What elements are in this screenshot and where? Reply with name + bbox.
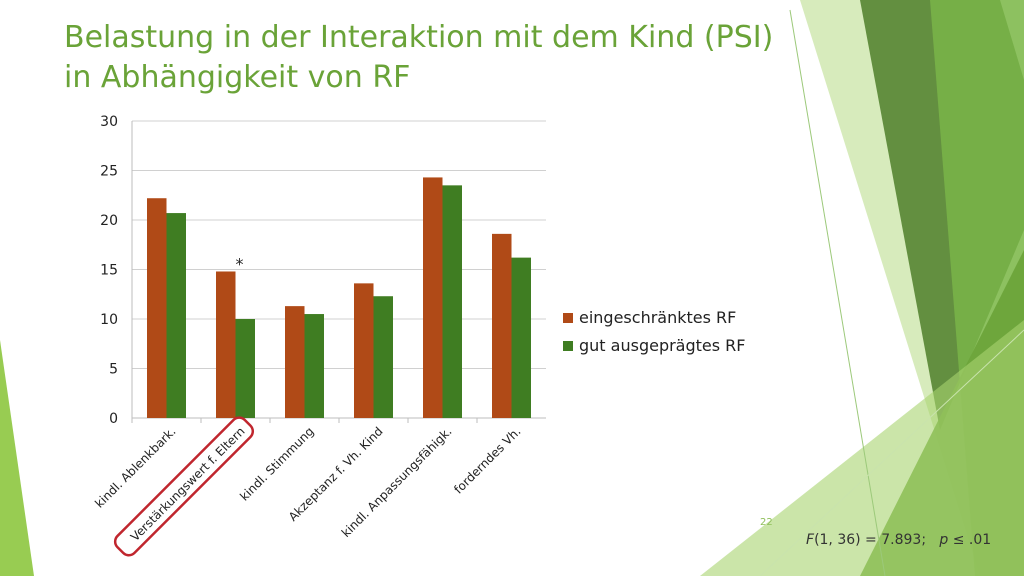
bar-gut-ausgepraegtes-rf: [442, 185, 462, 418]
left-green-wedge: [0, 340, 34, 576]
bar-gut-ausgepraegtes-rf: [511, 257, 531, 418]
f-statistic: (1, 36) = 7.893;: [814, 532, 927, 548]
bottom-right-light-triangle: [700, 320, 1024, 576]
bar-eingeschraenktes-rf: [147, 198, 167, 418]
bar-eingeschraenktes-rf: [216, 271, 236, 418]
significance-annotation: *: [236, 254, 244, 273]
bar-gut-ausgepraegtes-rf: [235, 319, 255, 418]
legend-label: gut ausgeprägtes RF: [579, 336, 746, 355]
highlight-box: [113, 416, 255, 557]
slide-title: Belastung in der Interaktion mit dem Kin…: [64, 18, 804, 98]
f-symbol: F: [806, 532, 815, 548]
y-tick-label: 20: [100, 213, 118, 229]
statistics-result: F(1, 36) = 7.893; p ≤ .01: [806, 532, 991, 548]
x-category-label: Verstärkungswert f. Eltern: [128, 424, 248, 544]
y-tick-label: 30: [100, 114, 118, 130]
legend-label: eingeschränktes RF: [579, 308, 736, 327]
bar-eingeschraenktes-rf: [285, 306, 305, 418]
y-tick-label: 15: [100, 263, 118, 279]
y-tick-label: 10: [100, 312, 118, 328]
y-tick-label: 25: [100, 164, 118, 180]
y-tick-label: 5: [109, 362, 118, 378]
bar-gut-ausgepraegtes-rf: [373, 296, 393, 418]
x-category-label: kindl. Anpassungsfähigk.: [339, 424, 455, 540]
thin-diagonal-line: [789, 9, 886, 576]
bar-eingeschraenktes-rf: [492, 233, 512, 418]
y-tick-label: 0: [109, 411, 118, 427]
page-number: 22: [760, 517, 773, 528]
x-category-label: kindl. Stimmung: [237, 424, 316, 503]
thin-diagonal-line-2: [759, 329, 1024, 576]
legend-swatch: [563, 313, 573, 323]
p-value: ≤ .01: [948, 532, 992, 548]
p-symbol: p: [939, 532, 949, 548]
slide-title-line-2: in Abhängigkeit von RF: [64, 60, 411, 95]
bar-gut-ausgepraegtes-rf: [304, 314, 324, 418]
legend-swatch: [563, 341, 573, 351]
bar-gut-ausgepraegtes-rf: [166, 213, 186, 418]
bar-eingeschraenktes-rf: [423, 177, 443, 418]
slide-title-line-1: Belastung in der Interaktion mit dem Kin…: [64, 20, 774, 55]
bar-eingeschraenktes-rf: [354, 283, 374, 418]
x-category-label: forderndes Vh.: [451, 424, 523, 496]
